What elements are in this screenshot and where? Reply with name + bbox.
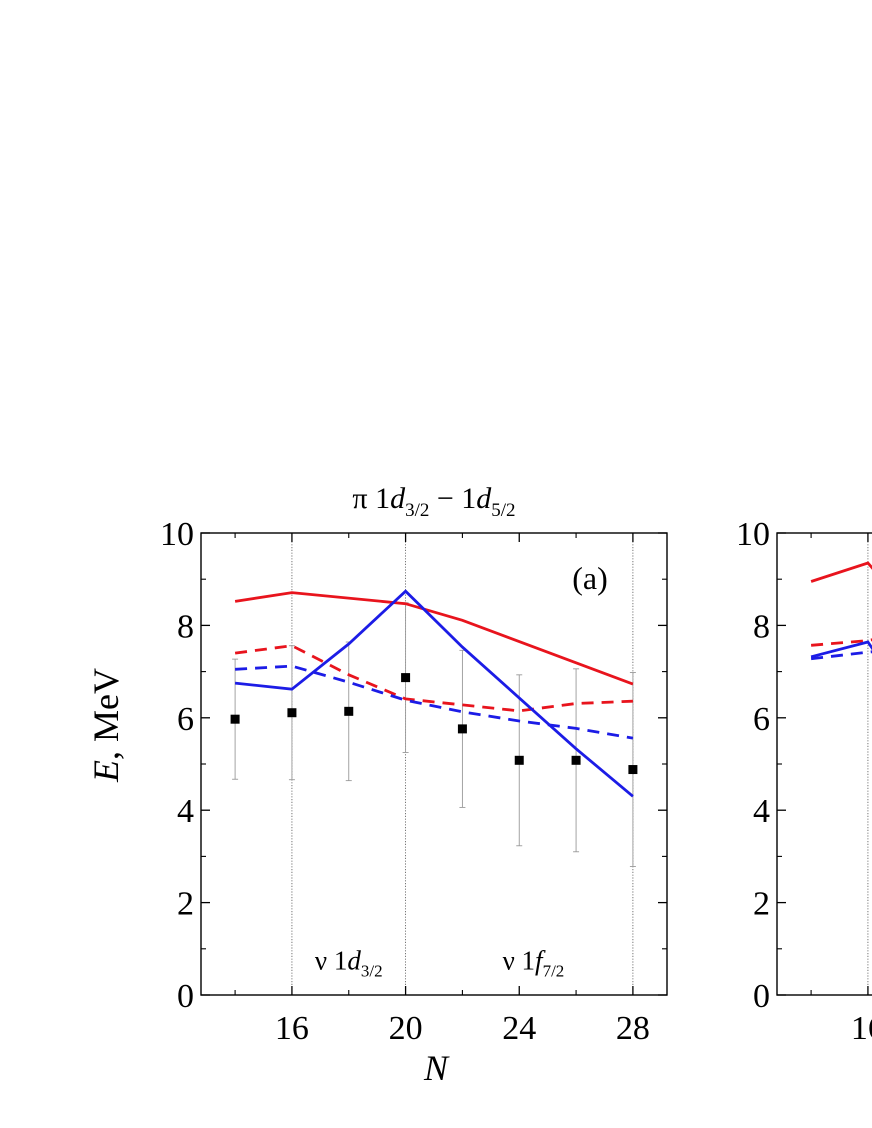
- chart-panel-b: 0 2 4 6 8 10 16: [736, 516, 872, 1047]
- annotation-prefix: ν 1: [315, 946, 347, 976]
- x-tick-label: 28: [616, 1010, 650, 1047]
- title-prefix: π 1: [352, 482, 390, 515]
- y-tick-label: 2: [753, 886, 770, 923]
- y-tick-label: 4: [177, 793, 194, 830]
- experimental-point: [344, 706, 354, 716]
- y-tick-label: 4: [753, 793, 770, 830]
- y-tick-label: 6: [177, 701, 194, 738]
- experimental-point: [457, 724, 467, 734]
- title-orbital-1: d: [390, 482, 406, 515]
- y-tick-label: 8: [177, 608, 194, 645]
- annotation-orbital: d: [347, 946, 361, 976]
- blue-solid-series-line: [234, 589, 634, 798]
- x-tick-label: 20: [389, 1010, 423, 1047]
- annotation-subscript: 7/2: [543, 962, 565, 981]
- y-tick-label: 6: [753, 701, 770, 738]
- chart-title: π 1d3/2 − 1d5/2: [352, 482, 515, 521]
- y-tick-label: 0: [177, 978, 194, 1015]
- y-tick-label: 10: [160, 516, 194, 553]
- experimental-point: [571, 755, 581, 765]
- y-tick-label: 0: [753, 978, 770, 1015]
- plot-frame: [200, 532, 668, 996]
- panel-label: (a): [572, 560, 608, 596]
- y-tick-label: 8: [753, 608, 770, 645]
- red-dashed-series-line: [234, 644, 633, 713]
- title-subscript-1: 3/2: [405, 500, 429, 521]
- experimental-point: [230, 714, 240, 724]
- y-axis-label: E, MeV: [86, 668, 126, 783]
- x-tick-label: 24: [502, 1010, 536, 1047]
- experimental-point: [401, 673, 411, 683]
- title-orbital-2: d: [476, 482, 492, 515]
- title-minus: − 1: [429, 482, 476, 515]
- x-tick-label: 16: [851, 1010, 872, 1047]
- red-solid-series-line: [234, 591, 634, 686]
- blue-solid-series-line: [810, 640, 872, 659]
- title-subscript-2: 5/2: [491, 500, 515, 521]
- y-axis-label-unit: , MeV: [86, 668, 126, 760]
- annotation-label: ν 1f7/2: [503, 946, 565, 981]
- blue-dashed-series-line: [235, 664, 634, 740]
- annotation-subscript: 3/2: [361, 962, 383, 981]
- red-solid-series-line: [810, 561, 872, 583]
- plot-frame: [776, 532, 872, 996]
- annotation-prefix: ν 1: [503, 946, 535, 976]
- x-axis-label: N: [423, 1048, 450, 1088]
- experimental-point: [514, 755, 524, 765]
- annotation-label: ν 1d3/2: [315, 946, 383, 981]
- annotation-orbital: f: [535, 946, 546, 976]
- experimental-point: [287, 708, 297, 718]
- y-tick-label: 10: [736, 516, 770, 553]
- experimental-point: [628, 765, 638, 775]
- y-tick-label: 2: [177, 886, 194, 923]
- x-tick-label: 16: [275, 1010, 309, 1047]
- y-axis-label-symbol: E: [86, 760, 126, 783]
